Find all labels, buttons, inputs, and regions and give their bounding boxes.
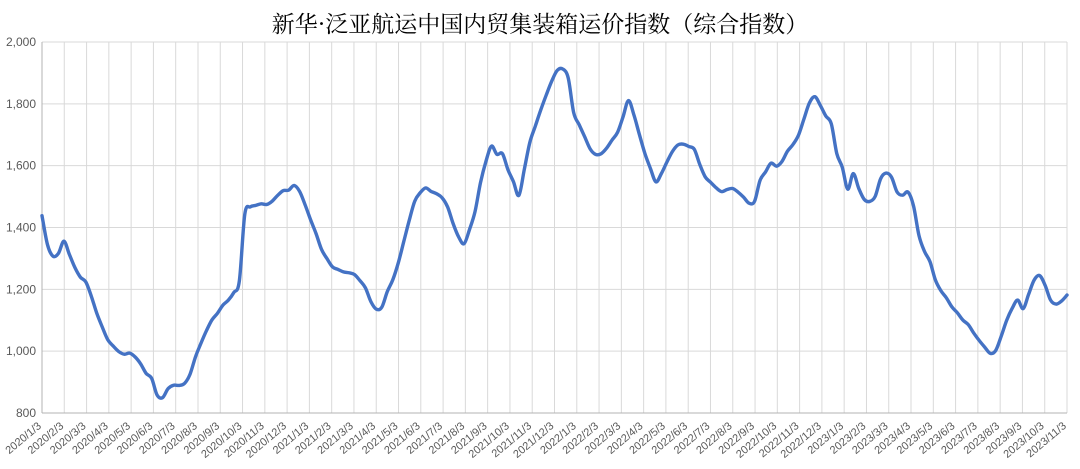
svg-text:1,600: 1,600 (6, 159, 36, 173)
svg-text:1,800: 1,800 (6, 97, 36, 111)
svg-text:800: 800 (16, 406, 36, 420)
svg-text:1,200: 1,200 (6, 282, 36, 296)
svg-text:1,400: 1,400 (6, 221, 36, 235)
svg-text:1,000: 1,000 (6, 344, 36, 358)
